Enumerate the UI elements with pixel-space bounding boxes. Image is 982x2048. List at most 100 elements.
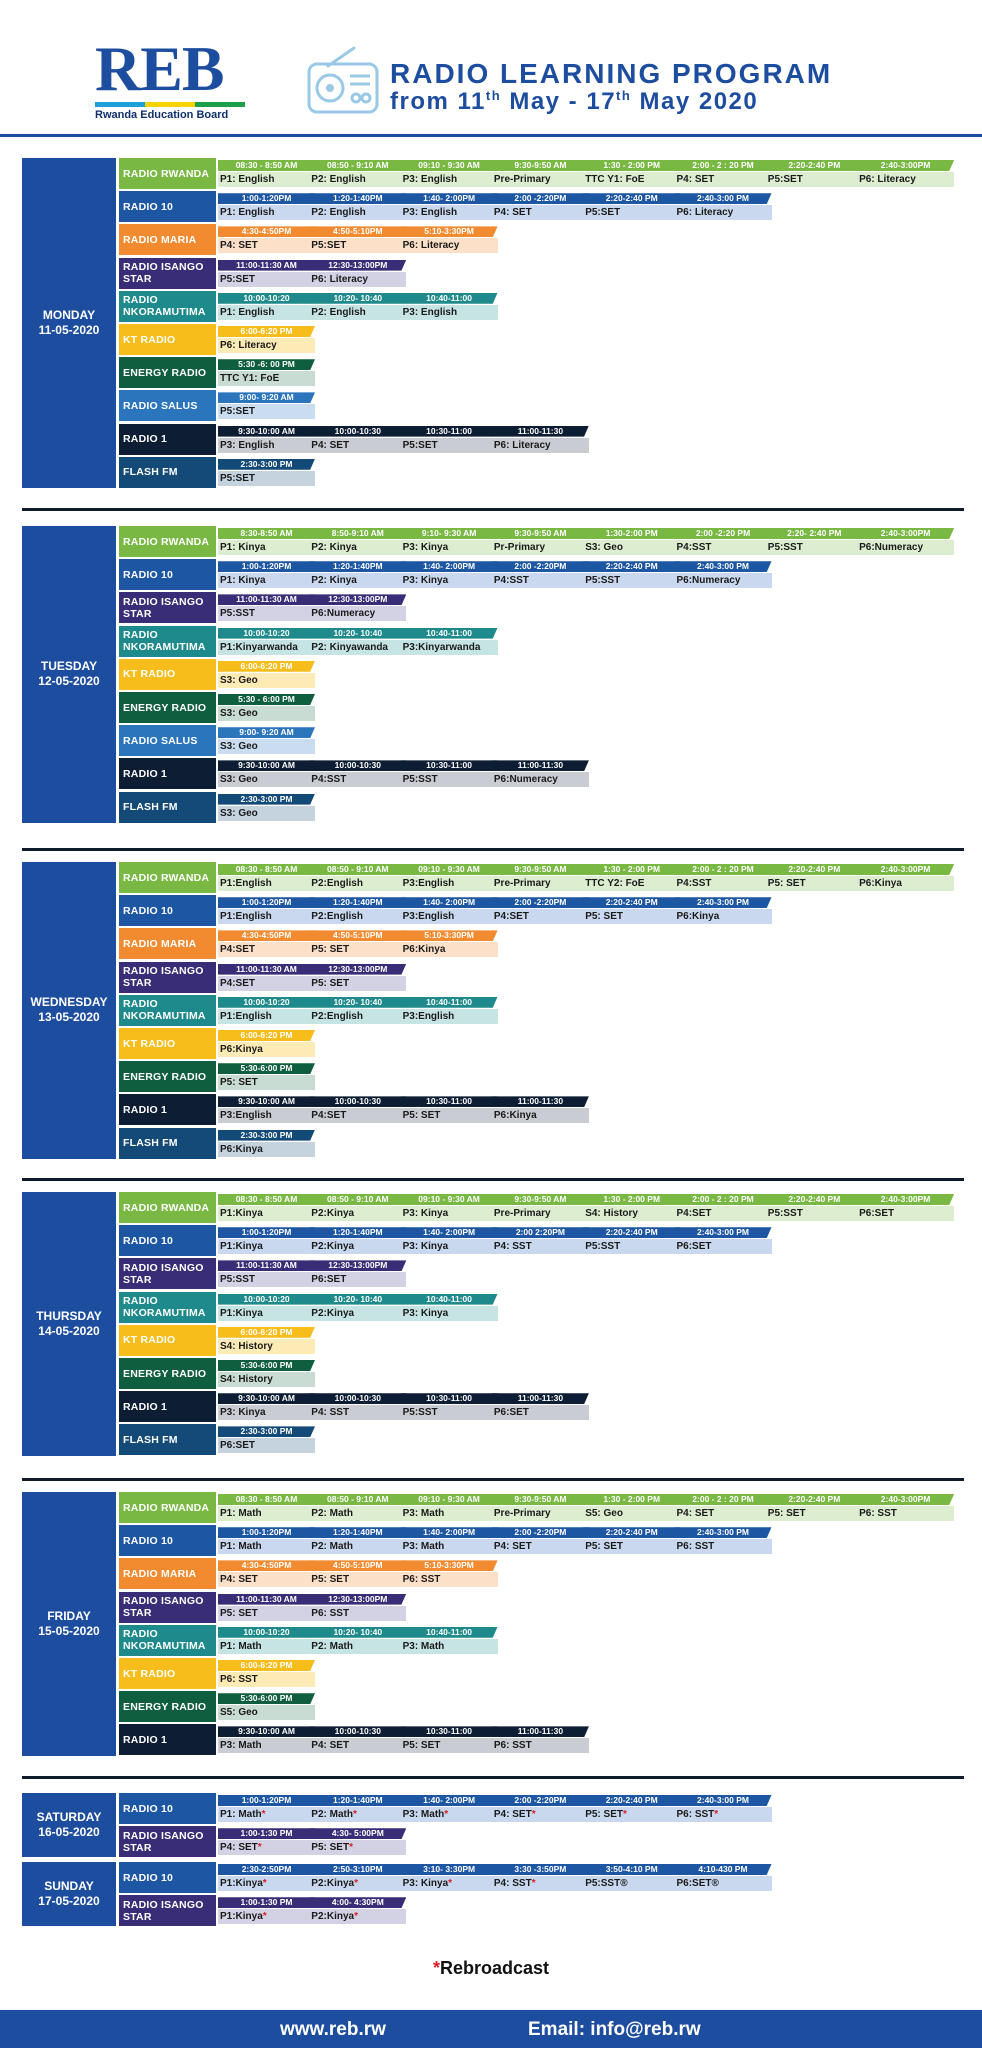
day-label: SATURDAY 16-05-2020	[22, 1793, 116, 1858]
program-slot: 11:00-11:30 P6: SST	[491, 1726, 589, 1754]
slot-time: 2:00 - 2 : 20 PM	[674, 1194, 772, 1205]
slot-subject: P1: Math	[218, 1539, 315, 1555]
slot-time: 5:10-3:30PM	[400, 1560, 498, 1572]
program-slot: 10:00-10:20 P1:Kinyarwanda	[218, 627, 315, 656]
day-date: 12-05-2020	[38, 674, 100, 689]
slot-subject: Pre-Primary	[491, 172, 589, 187]
program-slot: 12:30-13:00PM P6:SET	[309, 1260, 407, 1288]
program-slot: 2:20- 2:40 PM P5:SST	[765, 528, 863, 556]
slot-time: 2:40-3:00 PM	[674, 1795, 772, 1806]
rebroadcast-mark: *	[714, 1809, 719, 1820]
program-slot: 2:20-2:40 PM P5: SET*	[583, 1795, 681, 1823]
slot-time: 9:00- 9:20 AM	[218, 392, 315, 404]
slot-subject: P6:SET	[218, 1438, 315, 1454]
slot-time: 10:00-10:30	[309, 760, 407, 772]
station-row: RADIO NKORAMUTIMA 10:00-10:20 P1:Kinya 10:2…	[119, 1291, 964, 1323]
program-slot: 2:20-2:40 PM P5: SET	[765, 864, 863, 892]
program-slot: 9:30-10:00 AM P3: English	[218, 425, 315, 454]
station-name: RADIO 10	[119, 895, 216, 927]
program-slot: 2:20-2:40 PM P5:SET	[583, 193, 681, 221]
subject-text: P4:SET	[311, 1110, 347, 1122]
station-name: FLASH FM	[119, 1424, 216, 1456]
subject-text: P6:SET	[676, 1241, 712, 1253]
slot-time: 1:00-1:20PM	[218, 1795, 315, 1806]
station-name: RADIO 1	[119, 423, 216, 455]
slot-subject: P1:Kinya	[218, 1206, 315, 1221]
subject-text: P1:English	[220, 1010, 272, 1022]
program-dates: from 11th May - 17th May 2020	[390, 88, 759, 115]
email-link[interactable]: Email: info@reb.rw	[528, 2019, 701, 2040]
slot-time: 2:50-3:10PM	[309, 1864, 407, 1875]
slot-time: 2:40-3:00 PM	[674, 897, 772, 909]
day-separator	[22, 848, 964, 851]
station-name: RADIO 1	[119, 1391, 216, 1423]
header-divider	[0, 134, 982, 137]
slot-time: 2:00 - 2 : 20 PM	[674, 160, 772, 171]
station-row: RADIO 1 9:30-10:00 AM P3:English 10:00-10:3…	[119, 1094, 964, 1126]
slot-time: 1:30 - 2:00 PM	[583, 160, 681, 171]
slot-subject: P1:English	[218, 876, 315, 891]
slot-time: 11:00-11:30 AM	[218, 594, 315, 606]
slot-time: 2:40-3:00PM	[857, 528, 955, 539]
slot-subject: P1:Kinya*	[218, 1909, 315, 1925]
slot-time: 9:30-10:00 AM	[218, 760, 315, 772]
subject-text: P1: Math	[220, 1508, 262, 1519]
program-slot: 1:00-1:20PM P1: Math*	[218, 1795, 315, 1823]
slot-subject: P4: SST	[309, 1405, 407, 1421]
station-name: ENERGY RADIO	[119, 1358, 216, 1389]
program-slot: 2:00 - 2 : 20 PM P4:SST	[674, 864, 772, 892]
slot-subject: P5:SST	[218, 606, 315, 622]
slot-subject: P4: SET*	[218, 1840, 315, 1856]
subject-text: P4: SET	[493, 1809, 532, 1820]
slot-time: 2:20-2:40 PM	[583, 561, 681, 573]
subject-text: P3:English	[220, 1110, 272, 1122]
program-slot: 1:00-1:30 PM P4: SET*	[218, 1828, 315, 1856]
subject-text: Pre-Primary	[493, 878, 551, 889]
slot-time: 5:10-3:30PM	[400, 226, 498, 238]
station-row: KT RADIO 6:00-6:20 PM P6: Literacy	[119, 324, 964, 355]
program-slot: 2:20-2:40 PM P5: SET	[765, 1494, 863, 1522]
program-slot: 4:50-5:10PM P5:SET	[309, 226, 407, 254]
slot-subject: P2:Kinya	[309, 1239, 407, 1255]
slot-subject: P3: Kinya	[400, 573, 498, 589]
subject-text: P5:SST®	[585, 1878, 628, 1889]
slot-time: 2:00 -2:20PM	[491, 897, 589, 909]
slot-time: 08:50 - 9:10 AM	[309, 864, 407, 875]
slot-subject: P1:Kinya	[218, 1305, 315, 1321]
slot-subject: S4: History	[583, 1206, 681, 1221]
program-slot: 12:30-13:00PM P6: SST	[309, 1593, 407, 1622]
subject-text: P6: Literacy	[220, 340, 277, 351]
subject-text: P3:Kinyarwanda	[402, 641, 481, 653]
program-slot: 08:50 - 9:10 AM P2:English	[309, 864, 407, 892]
program-slot: 10:20- 10:40 P2:English	[309, 996, 407, 1025]
slot-time: 10:20- 10:40	[309, 996, 407, 1008]
subject-text: P4: SET	[676, 174, 715, 185]
slot-subject: P1: Kinya	[218, 573, 315, 589]
program-slot: 2:20-2:40 PM P5: SET	[583, 1527, 681, 1555]
station-name: KT RADIO	[119, 1028, 216, 1059]
slot-time: 10:00-10:30	[309, 1096, 407, 1108]
day-label: WEDNESDAY 13-05-2020	[22, 862, 116, 1159]
slot-subject: P3:English	[400, 909, 498, 925]
program-title: RADIO LEARNING PROGRAM	[390, 58, 833, 89]
slot-time: 9:30-10:00 AM	[218, 1393, 315, 1405]
slot-time: 2:00 - 2 : 20 PM	[674, 864, 772, 875]
station-name: RADIO 10	[119, 559, 216, 591]
subject-text: S3: Geo	[220, 674, 258, 686]
slot-subject: P6: SST*	[674, 1807, 772, 1822]
slot-time: 08:50 - 9:10 AM	[309, 160, 407, 171]
slot-time: 9:30-9:50 AM	[491, 528, 589, 539]
subject-text: P2:Kinya	[311, 1878, 355, 1889]
subject-text: P6:Numeracy	[493, 774, 558, 786]
subject-text: P5: SET	[311, 944, 350, 956]
website-link[interactable]: www.reb.rw	[280, 2019, 386, 2040]
program-slot: 1:30-2:00 PM S3: Geo	[583, 528, 681, 556]
program-slot: 9:30-9:50 AM Pr-Primary	[491, 528, 589, 556]
slot-subject: P6:Numeracy	[857, 540, 955, 555]
program-slot: 10:20- 10:40 P2: Kinyawanda	[309, 627, 407, 656]
slot-time: 1:20-1:40PM	[309, 1527, 407, 1539]
subject-text: P1: English	[220, 174, 275, 185]
subject-text: P2:Kinya	[311, 1208, 355, 1219]
program-slot: 2:30-2:50PM P1:Kinya*	[218, 1864, 315, 1892]
slot-time: 3:50-4:10 PM	[583, 1864, 681, 1875]
